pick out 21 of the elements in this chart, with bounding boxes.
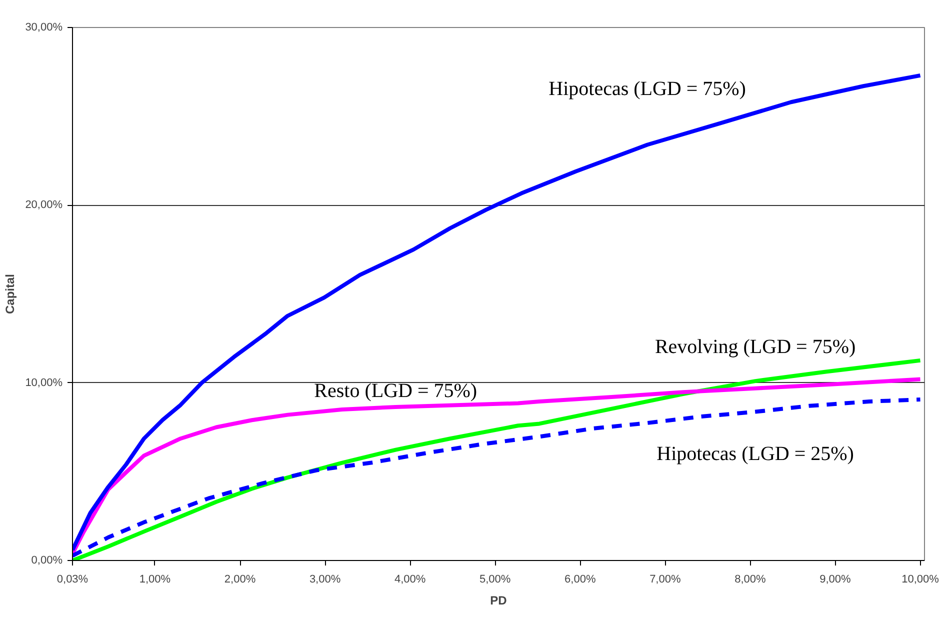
series-label: Hipotecas (LGD = 25%) [656, 442, 854, 465]
y-tick-label: 30,00% [25, 22, 63, 34]
x-tick-label: 2,00% [224, 574, 256, 586]
x-tick-label: 5,00% [480, 574, 511, 586]
series-label: Resto (LGD = 75%) [314, 380, 478, 402]
x-tick-label: 0,03% [56, 574, 88, 586]
series-label: Hipotecas (LGD = 75%) [548, 78, 746, 100]
y-tick-label: 10,00% [25, 376, 63, 389]
x-tick-label: 8,00% [734, 574, 766, 586]
x-tick-label: 10,00% [902, 574, 940, 586]
x-tick-label: 3,00% [309, 574, 341, 586]
x-axis-title: PD [490, 594, 508, 608]
x-tick-label: 9,00% [820, 574, 852, 586]
x-tick-label: 4,00% [394, 574, 426, 586]
x-tick-label: 1,00% [139, 574, 171, 586]
y-tick-label: 0,00% [31, 554, 63, 566]
series-label: Revolving (LGD = 75%) [654, 336, 856, 358]
y-tick-label: 20,00% [25, 199, 63, 212]
x-tick-label: 6,00% [564, 574, 596, 586]
y-axis-title: Capital [3, 274, 18, 314]
x-tick-label: 7,00% [650, 574, 681, 586]
